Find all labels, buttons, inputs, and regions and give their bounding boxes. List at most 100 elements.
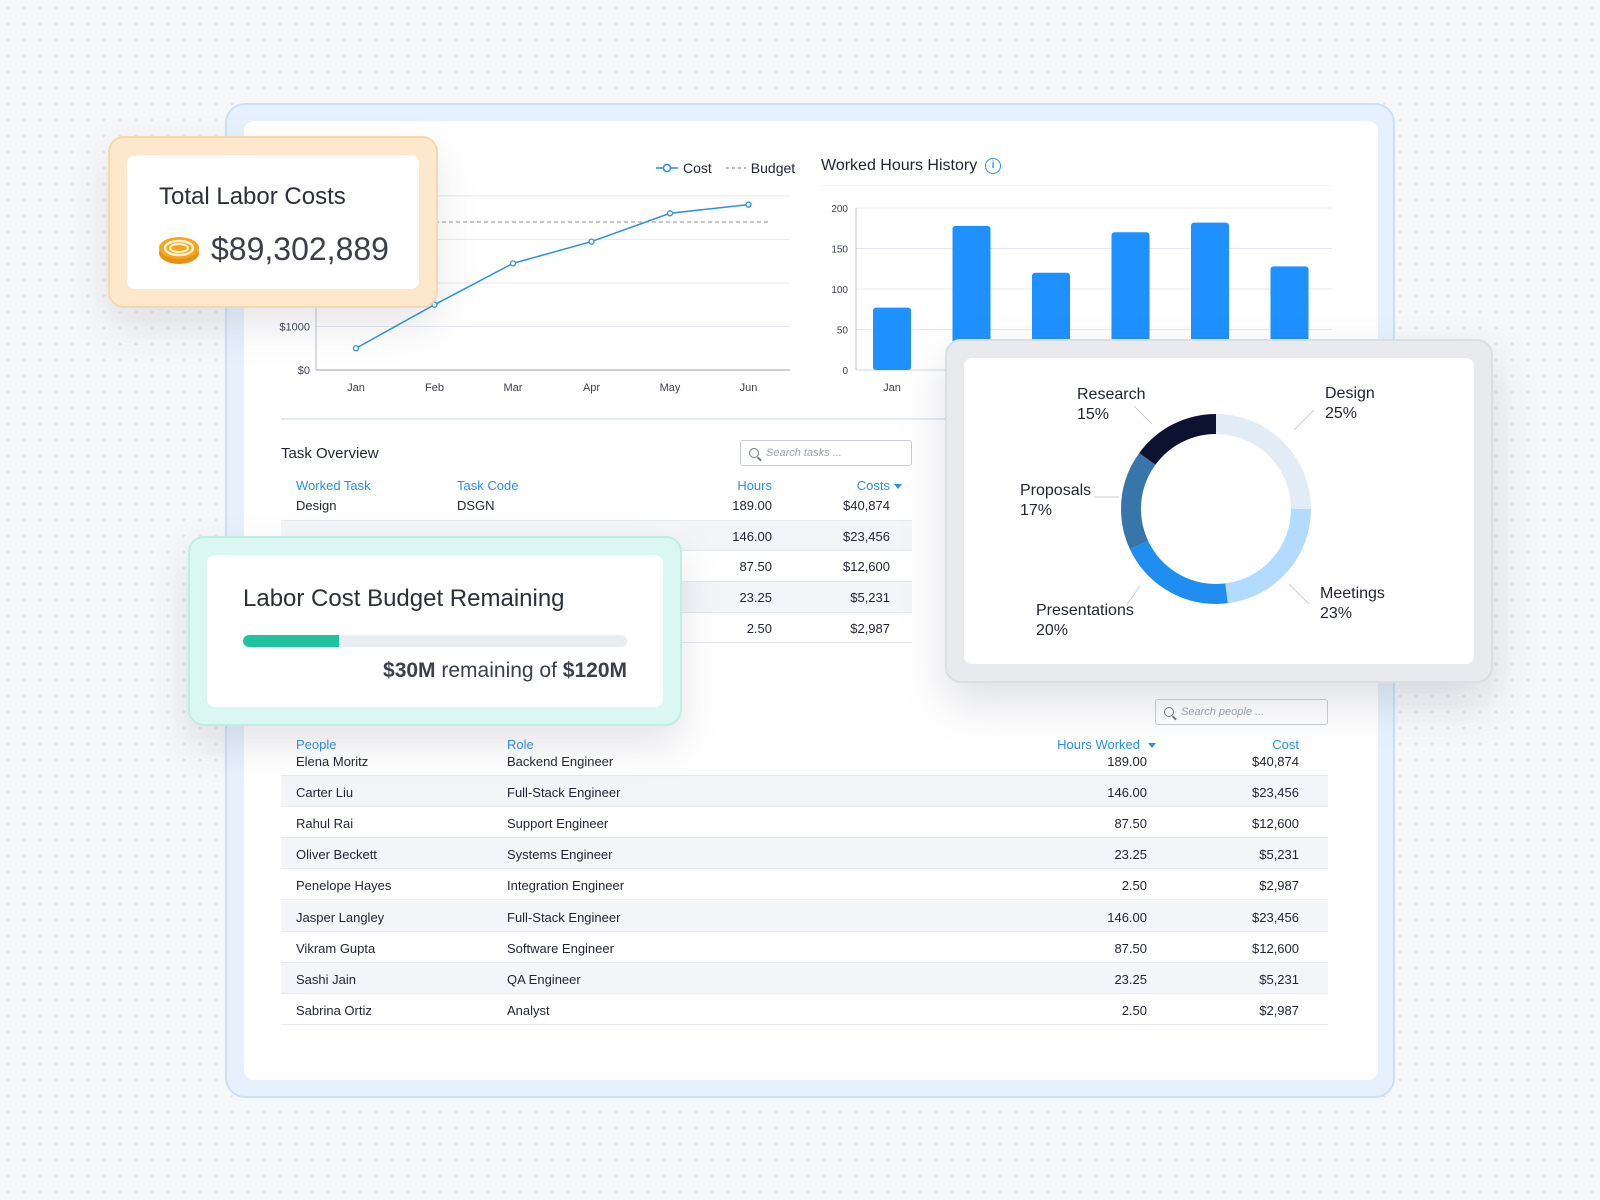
donut-label-meetings-name: Meetings bbox=[1320, 585, 1385, 602]
cost-point bbox=[431, 301, 438, 308]
task-cost-cell: $12,600 bbox=[843, 559, 890, 575]
budget-total-amount: $120M bbox=[562, 659, 627, 682]
people-table: People Role Hours Worked Cost Elena Mori… bbox=[281, 730, 1328, 1045]
donut-label-proposals-name: Proposals bbox=[1020, 482, 1092, 499]
total-labor-costs-card: Total Labor Costs $89,302,889 bbox=[108, 136, 438, 308]
task-cost-cell: $23,456 bbox=[843, 528, 890, 544]
person-name-cell: Sashi Jain bbox=[296, 971, 356, 987]
search-people-placeholder: Search people ... bbox=[1181, 706, 1265, 718]
header-role[interactable]: Role bbox=[507, 737, 534, 752]
header-hours-worked[interactable]: Hours Worked bbox=[1057, 737, 1156, 752]
info-icon[interactable]: i bbox=[985, 158, 1002, 174]
cost-point bbox=[352, 345, 360, 352]
donut-slice-proposals bbox=[1121, 414, 1311, 604]
table-row[interactable]: Design DSGN 189.00 $40,874 bbox=[281, 490, 912, 521]
category-donut-card: Design 25% Meetings 23% Presentations 20% P… bbox=[945, 339, 1493, 683]
person-role-cell: Software Engineer bbox=[507, 940, 614, 956]
y-tick-label: 150 bbox=[831, 245, 848, 256]
header-costs[interactable]: Costs bbox=[857, 478, 902, 493]
x-tick-label: May bbox=[660, 382, 681, 394]
table-row[interactable]: Rahul Rai Support Engineer 87.50 $12,600 bbox=[281, 807, 1328, 839]
donut-slice-presentations bbox=[1121, 414, 1311, 604]
x-tick-label: Mar bbox=[504, 382, 523, 394]
donut-label-presentations: Presentations 20% bbox=[1036, 601, 1134, 641]
total-labor-costs-inner: Total Labor Costs $89,302,889 bbox=[127, 155, 419, 289]
person-hours-cell: 2.50 bbox=[1121, 1002, 1147, 1018]
hours-chart-title-text: Worked Hours History bbox=[821, 157, 978, 174]
person-hours-cell: 189.00 bbox=[1107, 754, 1147, 769]
search-tasks-placeholder: Search tasks ... bbox=[766, 447, 842, 459]
search-icon bbox=[1164, 707, 1174, 717]
total-labor-costs-title: Total Labor Costs bbox=[159, 183, 346, 210]
person-hours-cell: 87.50 bbox=[1114, 940, 1147, 956]
line-marker-icon bbox=[656, 163, 678, 173]
sort-desc-icon bbox=[1148, 743, 1156, 749]
legend-item-budget: Budget bbox=[725, 160, 795, 176]
section-divider bbox=[281, 418, 946, 420]
table-row[interactable]: Penelope Hayes Integration Engineer 2.50 $2… bbox=[281, 869, 1328, 901]
person-role-cell: Support Engineer bbox=[507, 816, 609, 832]
table-row[interactable]: Sashi Jain QA Engineer 23.25 $5,231 bbox=[281, 962, 1328, 994]
coin-icon bbox=[159, 237, 199, 264]
x-tick-label: Apr bbox=[583, 382, 600, 394]
task-code-cell: DSGN bbox=[457, 498, 495, 513]
header-task-code[interactable]: Task Code bbox=[457, 478, 519, 493]
x-tick-label: Jun bbox=[740, 382, 758, 394]
person-role-cell: QA Engineer bbox=[507, 971, 581, 987]
person-role-cell: Systems Engineer bbox=[507, 847, 613, 863]
person-cost-cell: $23,456 bbox=[1252, 785, 1299, 801]
budget-remaining-middle: remaining of bbox=[435, 659, 563, 682]
header-hours[interactable]: Hours bbox=[737, 478, 772, 493]
table-row[interactable]: Jasper Langley Full-Stack Engineer 146.00 $… bbox=[281, 900, 1328, 932]
x-tick-label: Jan bbox=[883, 382, 901, 394]
x-tick-label: Jan bbox=[347, 382, 365, 394]
header-hours-worked-label: Hours Worked bbox=[1057, 737, 1140, 752]
y-tick-label: $0 bbox=[298, 365, 310, 377]
header-costs-label: Costs bbox=[856, 478, 890, 493]
donut-label-meetings: Meetings 23% bbox=[1320, 584, 1385, 624]
table-row[interactable]: Carter Liu Full-Stack Engineer 146.00 $23,4… bbox=[281, 776, 1328, 808]
y-tick-label: 200 bbox=[831, 204, 848, 215]
search-icon bbox=[749, 448, 759, 458]
dashed-line-icon bbox=[725, 167, 746, 169]
category-donut-chart bbox=[1094, 405, 1315, 607]
person-name-cell: Jasper Langley bbox=[296, 909, 385, 925]
y-tick-label: 50 bbox=[837, 326, 849, 337]
table-row[interactable]: Sabrina Ortiz Analyst 2.50 $2,987 bbox=[281, 994, 1328, 1025]
header-people[interactable]: People bbox=[296, 737, 337, 752]
search-tasks-input[interactable]: Search tasks ... bbox=[740, 440, 912, 466]
task-hours-cell: 87.50 bbox=[739, 559, 772, 575]
task-table-header: Worked Task Task Code Hours Costs bbox=[281, 478, 912, 498]
total-labor-costs-value: $89,302,889 bbox=[211, 231, 389, 267]
person-role-cell: Full-Stack Engineer bbox=[507, 785, 621, 801]
donut-slice-research bbox=[1121, 414, 1311, 604]
table-row[interactable]: Vikram Gupta Software Engineer 87.50 $12,60… bbox=[281, 932, 1328, 963]
header-worked-task[interactable]: Worked Task bbox=[296, 478, 371, 493]
table-row[interactable]: Elena Moritz Backend Engineer 189.00 $40,87… bbox=[281, 745, 1328, 777]
task-hours-cell: 23.25 bbox=[739, 590, 772, 606]
person-hours-cell: 23.25 bbox=[1114, 971, 1147, 987]
header-cost[interactable]: Cost bbox=[1272, 737, 1299, 752]
hours-bar bbox=[873, 307, 911, 370]
legend-cost-label: Cost bbox=[683, 160, 712, 176]
search-people-input[interactable]: Search people ... bbox=[1155, 699, 1328, 725]
task-cost-cell: $40,874 bbox=[843, 498, 890, 513]
person-name-cell: Sabrina Ortiz bbox=[296, 1002, 372, 1018]
table-row[interactable]: Oliver Beckett Systems Engineer 23.25 $5,23… bbox=[281, 838, 1328, 870]
donut-label-design-percent: 25% bbox=[1325, 405, 1358, 422]
person-cost-cell: $12,600 bbox=[1252, 940, 1299, 956]
person-hours-cell: 23.25 bbox=[1114, 847, 1147, 863]
hours-bar bbox=[1191, 222, 1229, 370]
donut-leader-line bbox=[1288, 583, 1310, 605]
category-donut-inner: Design 25% Meetings 23% Presentations 20% P… bbox=[964, 358, 1474, 664]
person-hours-cell: 87.50 bbox=[1114, 816, 1147, 832]
person-name-cell: Penelope Hayes bbox=[296, 878, 392, 894]
budget-remaining-amount: $30M bbox=[383, 659, 436, 682]
donut-label-meetings-percent: 23% bbox=[1320, 605, 1353, 622]
donut-label-design: Design 25% bbox=[1325, 384, 1375, 424]
budget-remaining-text: $30M remaining of $120M bbox=[383, 659, 627, 683]
person-hours-cell: 146.00 bbox=[1107, 785, 1147, 801]
y-tick-label: 100 bbox=[831, 285, 848, 296]
budget-progress-bar bbox=[243, 635, 627, 647]
people-table-header: People Role Hours Worked Cost bbox=[281, 737, 1328, 757]
